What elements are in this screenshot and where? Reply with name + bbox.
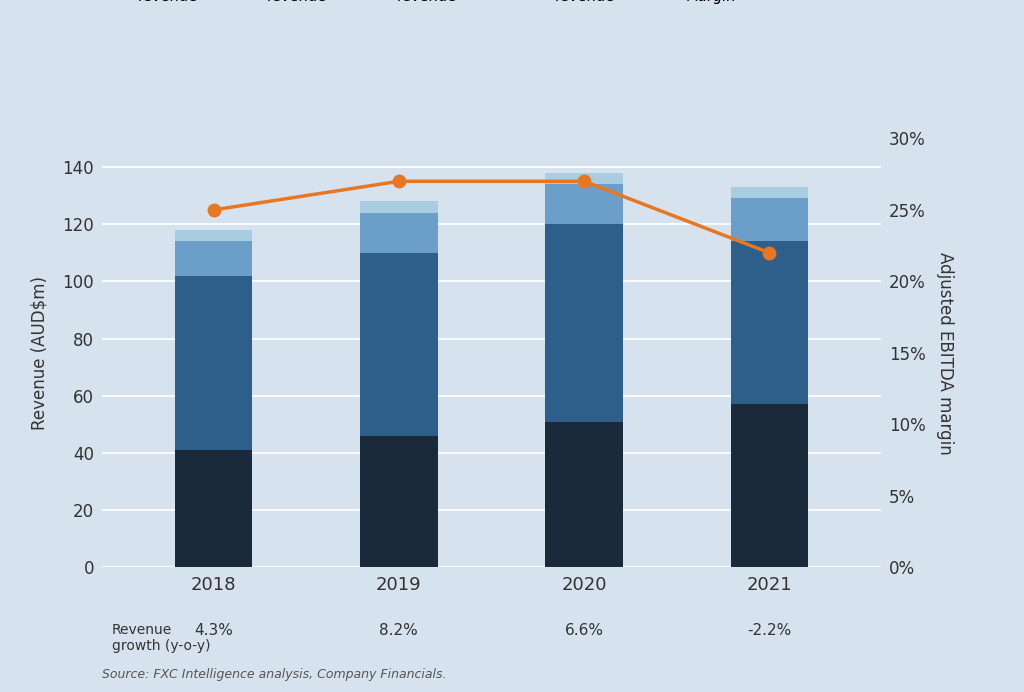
Bar [545, 173, 623, 184]
Bar [545, 184, 623, 224]
Y-axis label: Adjusted EBITDA margin: Adjusted EBITDA margin [936, 252, 953, 454]
Bar [360, 212, 438, 253]
Text: Revenue
growth (y-o-y): Revenue growth (y-o-y) [112, 623, 210, 653]
Bar [175, 450, 253, 567]
Text: 6.6%: 6.6% [564, 623, 604, 638]
Bar [730, 187, 808, 199]
Bar [175, 242, 253, 275]
Bar [545, 421, 623, 567]
Text: -2.2%: -2.2% [748, 623, 792, 638]
Bar [545, 224, 623, 421]
Text: Source: FXC Intelligence analysis, Company Financials.: Source: FXC Intelligence analysis, Compa… [102, 668, 446, 681]
Legend: Corporate
revenue, Consumer
revenue, Online Sellers
revenue, Enterprise
revenue,: Corporate revenue, Consumer revenue, Onl… [94, 0, 813, 10]
Bar [360, 436, 438, 567]
Bar [360, 201, 438, 212]
Bar [730, 404, 808, 567]
Y-axis label: Revenue (AUD$m): Revenue (AUD$m) [31, 276, 48, 430]
Bar [175, 275, 253, 450]
Bar [730, 199, 808, 242]
Text: 4.3%: 4.3% [195, 623, 233, 638]
Text: 8.2%: 8.2% [380, 623, 418, 638]
Bar [730, 242, 808, 404]
Bar [360, 253, 438, 436]
Bar [175, 230, 253, 242]
